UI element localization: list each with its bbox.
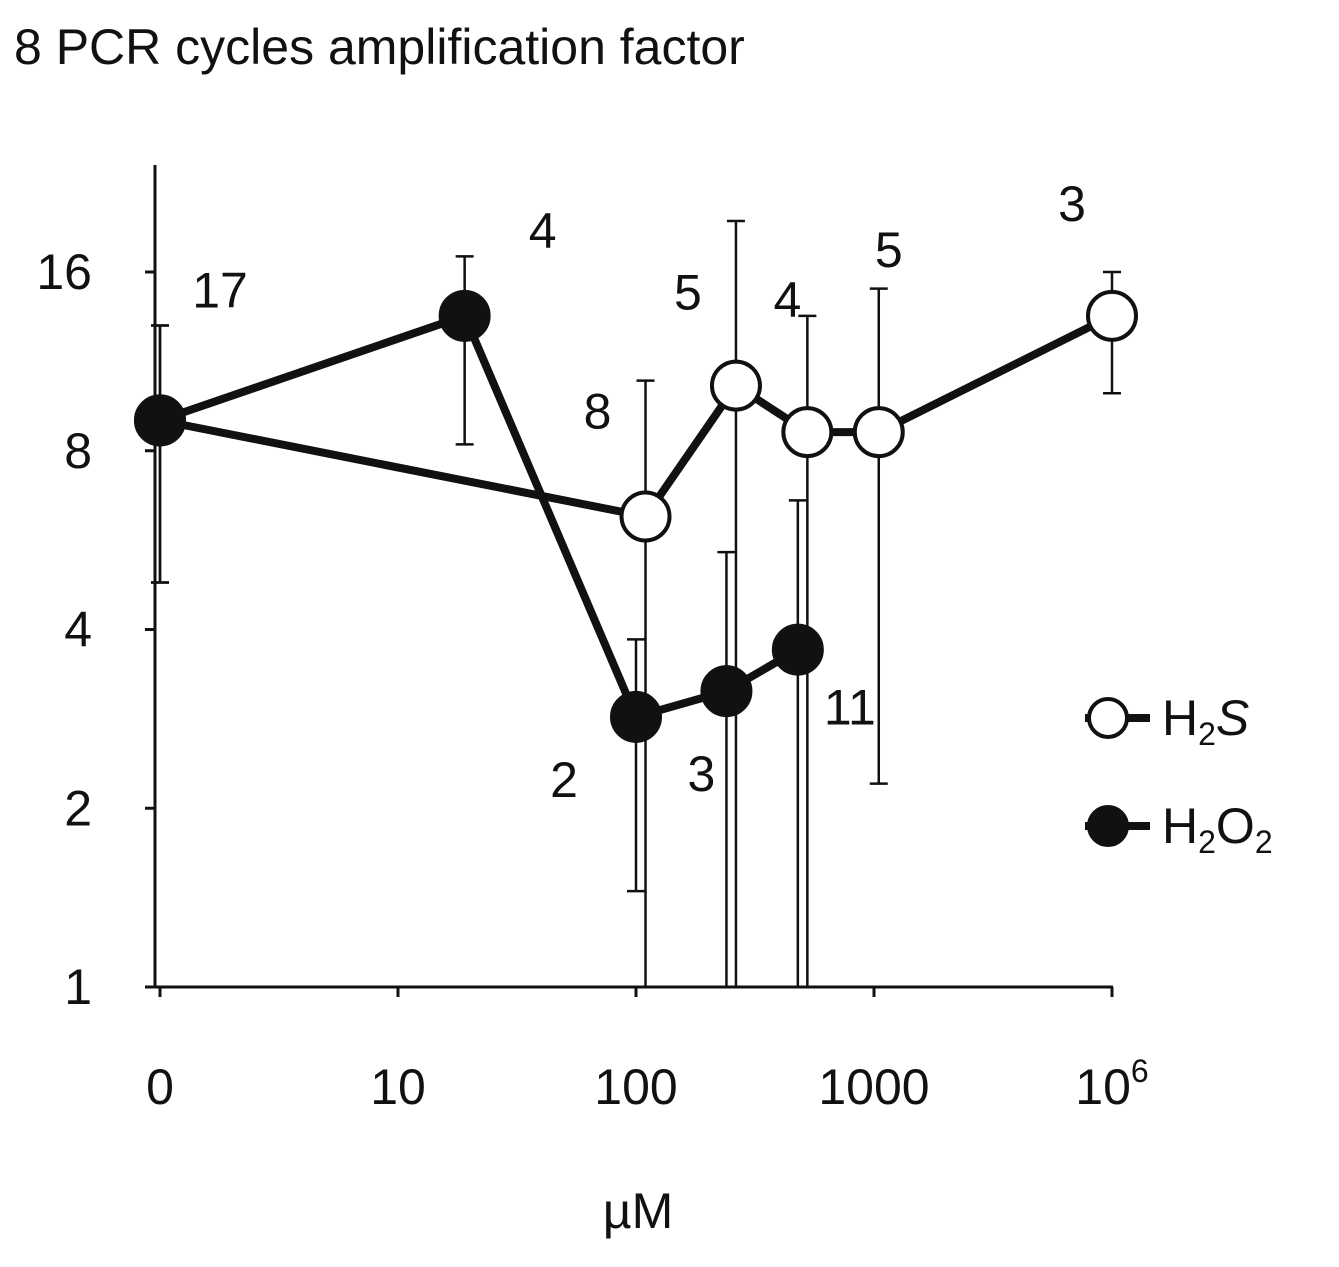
h2s-data-point — [852, 406, 905, 459]
x-tick-label: 1000 — [818, 1059, 929, 1115]
y-tick-label: 2 — [64, 780, 92, 836]
axes: 1 2 4 8 16 0 10 100 1000 106 — [36, 165, 1149, 1115]
legend-marker-H2O2 — [1087, 805, 1129, 847]
sample-size-label: 2 — [550, 752, 578, 808]
h2o2-data-point — [771, 623, 824, 676]
y-tick-label: 1 — [64, 959, 92, 1015]
h2o2-data-point — [610, 690, 662, 743]
chart-title: 8 PCR cycles amplification factor — [14, 19, 745, 75]
sample-size-label: 5 — [674, 265, 702, 321]
x-tick-label: 0 — [146, 1059, 174, 1115]
h2s-data-point — [619, 490, 672, 543]
h2o2-data-point — [438, 289, 491, 342]
legend-label-H2S: H2S — [1162, 690, 1249, 752]
sample-size-label: 17 — [192, 262, 248, 318]
y-tick-label: 8 — [64, 423, 92, 479]
sample-size-label: 3 — [688, 746, 716, 802]
y-tick-label: 4 — [64, 602, 92, 658]
sample-size-labels: 17 8 5 4 5 3 4 2 3 11 — [192, 176, 1086, 808]
sample-size-label: 3 — [1058, 176, 1086, 232]
x-tick-label: 106 — [1075, 1053, 1148, 1115]
h2o2-data-point — [134, 394, 186, 447]
x-axis-label: µM — [603, 1183, 673, 1239]
h2s-data-point — [781, 406, 834, 459]
legend: H2S H2O2 — [1085, 690, 1273, 860]
sample-size-label: 4 — [529, 203, 557, 259]
error-bars — [151, 219, 1121, 987]
h2s-data-point — [1086, 289, 1138, 342]
x-tick-label: 10 — [370, 1059, 426, 1115]
series-line-H2S — [159, 312, 1114, 521]
sample-size-label: 4 — [773, 272, 801, 328]
sample-size-label: 11 — [824, 680, 876, 736]
h2s-data-point — [709, 359, 762, 412]
legend-label-H2O2: H2O2 — [1162, 798, 1273, 860]
sample-size-label: 5 — [875, 222, 903, 278]
legend-marker-H2S — [1087, 697, 1129, 739]
sample-size-label: 8 — [584, 383, 612, 439]
data-markers — [134, 289, 1138, 743]
series-line-H2O2 — [158, 311, 800, 721]
h2o2-data-point — [700, 665, 753, 718]
x-tick-label: 100 — [594, 1059, 677, 1115]
y-tick-label: 16 — [36, 244, 92, 300]
